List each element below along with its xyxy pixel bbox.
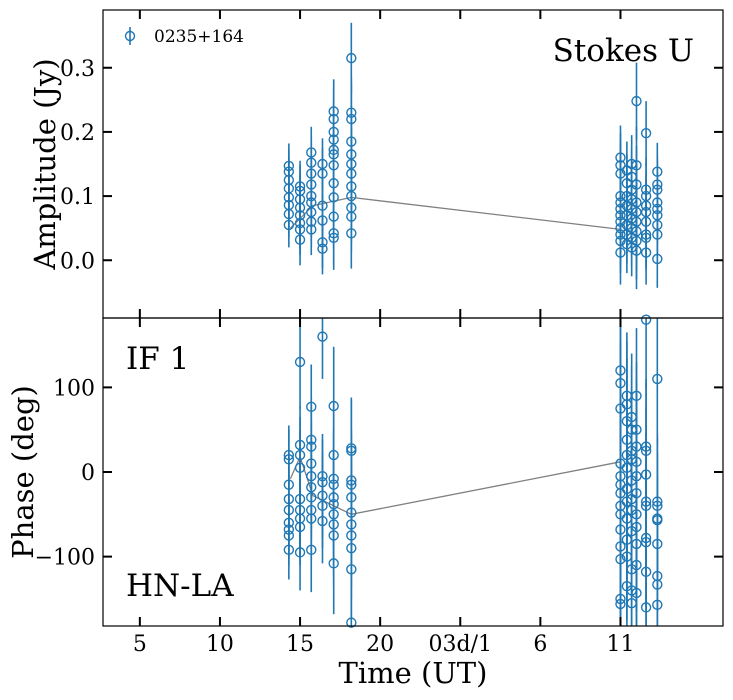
phase-data-point	[640, 314, 652, 325]
amplitude-data-point	[306, 224, 317, 235]
x-tick-label: 11	[606, 632, 634, 657]
amplitude-ticks: 0.0 0.1 0.2 0.3	[60, 10, 723, 318]
amplitude-data-point	[640, 247, 652, 258]
x-tick-label: 03d/1	[429, 632, 493, 657]
phase-trend-line	[289, 454, 621, 515]
phase-ytick-label: 0	[81, 461, 95, 486]
amplitude-data-point	[640, 127, 652, 139]
amplitude-ytick-label: 0.1	[60, 185, 95, 210]
phase-trend-path	[289, 454, 621, 515]
phase-data-point	[652, 599, 663, 611]
legend-marker	[124, 30, 136, 42]
phase-data-point	[640, 602, 652, 613]
amplitude-data-point	[317, 243, 328, 254]
phase-data-point	[317, 515, 328, 527]
phase-data-point	[317, 331, 328, 342]
amplitude-data-point	[283, 219, 295, 231]
amplitude-trend-line	[289, 196, 621, 231]
amplitude-ytick-label: 0.3	[60, 57, 95, 82]
phase-data-point	[615, 598, 626, 610]
phase-ytick-label: 100	[53, 376, 95, 401]
amplitude-data-point	[631, 245, 642, 256]
amplitude-ytick-label: 0.0	[60, 249, 95, 274]
phase-ticks: −100 0 100 5 10 15 20 03d/1 6 11	[35, 318, 723, 657]
amplitude-panel: 0.0 0.1 0.2 0.3 Amplitude (Jy) Stokes U 023…	[28, 9, 724, 319]
phase-series	[283, 314, 663, 628]
x-tick-label: 20	[366, 632, 394, 657]
amplitude-series	[283, 22, 663, 290]
x-tick-label: 6	[533, 632, 547, 657]
amplitude-data-point	[328, 232, 339, 243]
if-annotation: IF 1	[126, 341, 189, 377]
legend-label: 0235+164	[154, 27, 244, 47]
amplitude-data-point	[631, 95, 642, 107]
x-axis-label: Time (UT)	[339, 656, 488, 690]
phase-data-point	[294, 356, 306, 368]
amplitude-ytick-label: 0.2	[60, 121, 95, 146]
phase-data-point	[306, 544, 317, 556]
baseline-annotation: HN-LA	[126, 568, 234, 604]
phase-data-point	[283, 544, 295, 556]
legend: 0235+164	[124, 27, 244, 47]
amplitude-data-point	[317, 168, 328, 179]
amplitude-data-point	[346, 228, 357, 239]
phase-data-point	[294, 547, 306, 558]
phase-data-point	[328, 558, 339, 569]
phase-y-axis-label: Phase (deg)	[6, 385, 40, 559]
x-tick-label: 5	[133, 632, 147, 657]
amplitude-y-axis-label: Amplitude (Jy)	[28, 58, 62, 270]
phase-data-point	[346, 617, 357, 628]
amplitude-trend-path	[289, 196, 621, 231]
amplitude-data-point	[615, 247, 626, 258]
phase-data-point	[631, 587, 642, 599]
phase-ytick-label: −100	[35, 546, 95, 571]
stokes-annotation: Stokes U	[553, 33, 694, 69]
amplitude-data-point	[652, 253, 663, 265]
amplitude-data-point	[294, 234, 306, 245]
phase-data-point	[652, 373, 663, 385]
phase-panel: −100 0 100 5 10 15 20 03d/1 6 11 Phase (deg) IF 1…	[6, 314, 724, 690]
amplitude-data-point	[346, 52, 357, 64]
x-tick-label: 15	[286, 632, 314, 657]
x-tick-label: 10	[206, 632, 234, 657]
